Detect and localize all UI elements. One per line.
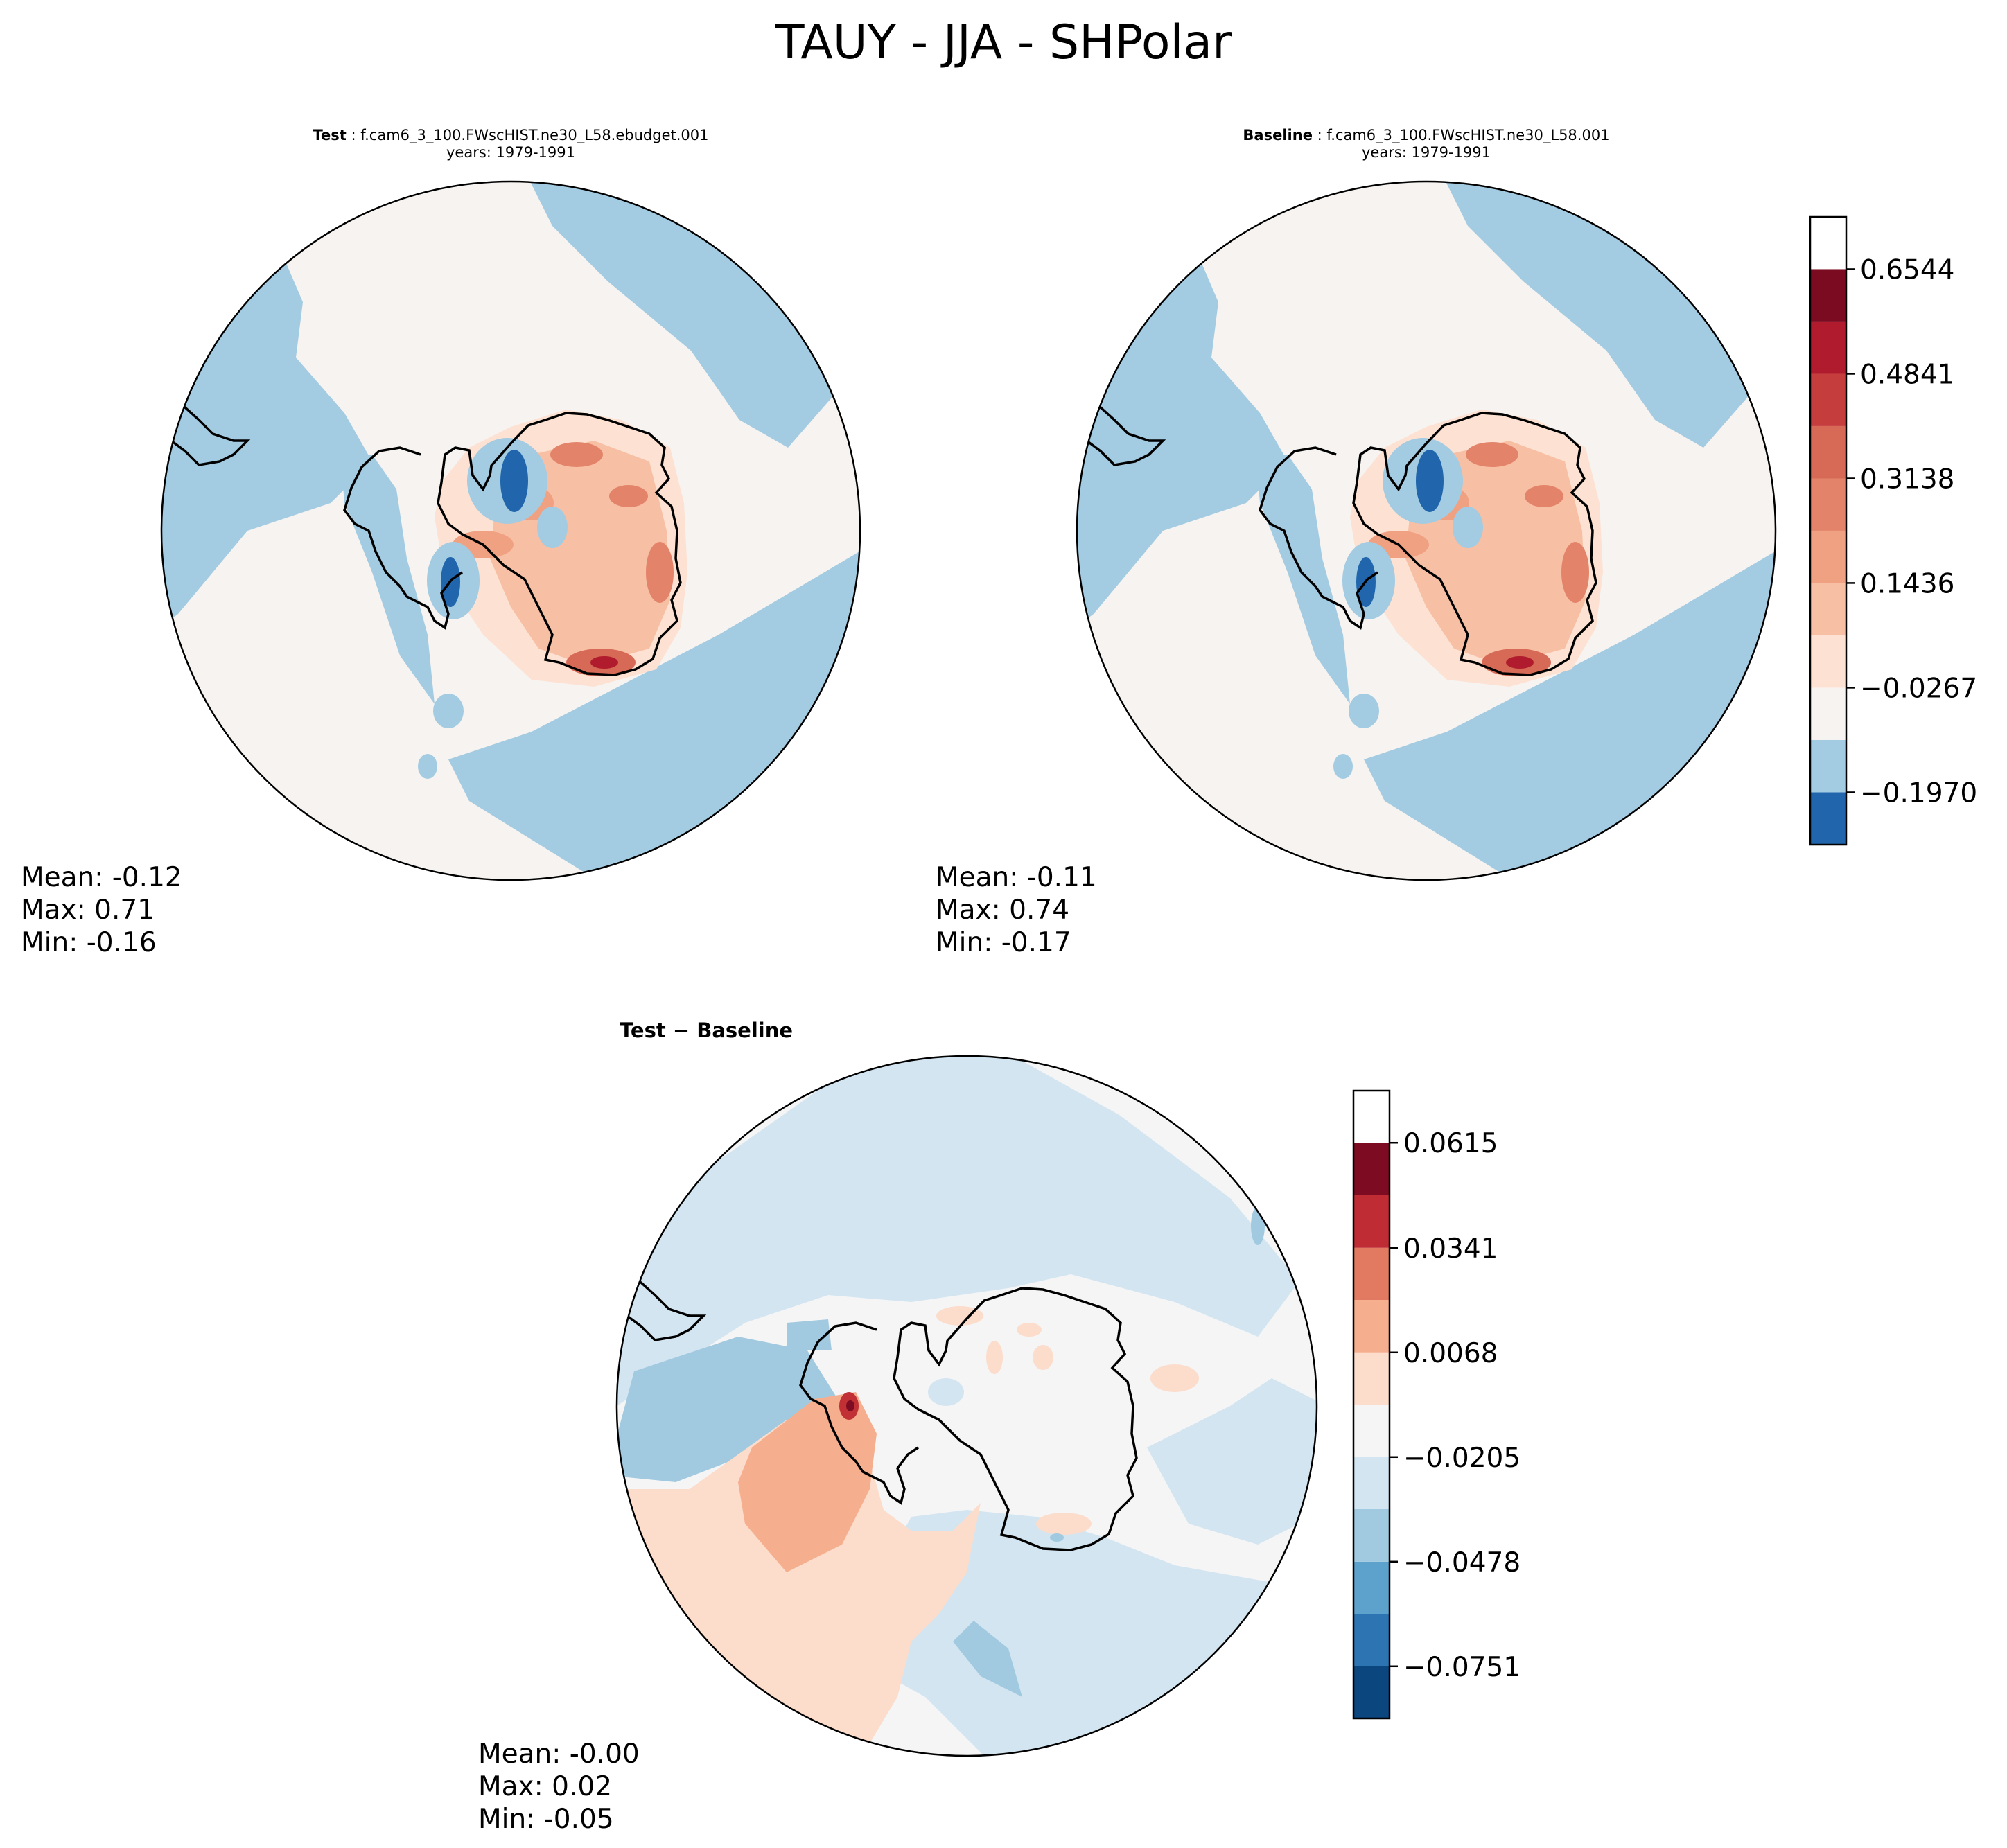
colorbar-main-tick-label: 0.4841 bbox=[1860, 359, 1954, 390]
baseline-mean: Mean: -0.11 bbox=[936, 862, 1097, 893]
colorbar-diff-swatch bbox=[1353, 1561, 1390, 1614]
colorbar-main-swatch bbox=[1810, 583, 1846, 635]
colorbar-main-swatch bbox=[1810, 530, 1846, 583]
colorbar-diff-swatch bbox=[1353, 1405, 1390, 1457]
colorbar-main-swatch bbox=[1810, 739, 1846, 793]
figure-title: TAUY - JJA - SHPolar bbox=[775, 15, 1232, 70]
colorbar-diff: −0.0751 −0.0478 −0.0205 0.0068 0.0341 0.0615 bbox=[1352, 1089, 1520, 1720]
colorbar-main-swatch bbox=[1810, 321, 1846, 374]
colorbar-diff-swatch bbox=[1353, 1614, 1390, 1666]
baseline-map-boundary bbox=[1076, 180, 1777, 881]
colorbar-main-swatch bbox=[1810, 478, 1846, 531]
diff-panel-title: Test − Baseline bbox=[620, 1019, 794, 1042]
test-max: Max: 0.71 bbox=[21, 895, 155, 926]
diff-max: Max: 0.02 bbox=[478, 1771, 613, 1802]
colorbar-diff-swatch bbox=[1353, 1666, 1390, 1718]
colorbar-diff-frame bbox=[1352, 1089, 1391, 1720]
test-min: Min: -0.16 bbox=[21, 927, 157, 958]
colorbar-diff-tick-label: 0.0615 bbox=[1403, 1128, 1498, 1159]
test-label: Test bbox=[313, 127, 347, 143]
colorbar-diff-swatch bbox=[1353, 1352, 1390, 1405]
test-map-boundary bbox=[160, 180, 861, 881]
colorbar-diff-tick-label: 0.0068 bbox=[1403, 1338, 1498, 1369]
baseline-case: f.cam6_3_100.FWscHIST.ne30_L58.001 bbox=[1326, 127, 1610, 143]
colorbar-main-swatch bbox=[1810, 425, 1846, 479]
test-stats: Mean: -0.12 Max: 0.71 Min: -0.16 bbox=[21, 861, 182, 959]
colorbar-main: −0.1970 −0.0267 0.1436 0.3138 0.4841 0.6544 bbox=[1809, 215, 1977, 846]
colorbar-diff-tick-label: −0.0205 bbox=[1403, 1443, 1520, 1474]
diff-mean: Mean: -0.00 bbox=[478, 1739, 640, 1770]
colorbar-diff-swatch bbox=[1353, 1300, 1390, 1353]
test-panel-title: Test : f.cam6_3_100.FWscHIST.ne30_L58.eb… bbox=[313, 127, 709, 161]
baseline-years: years: 1979-1991 bbox=[1361, 144, 1491, 161]
colorbar-main-tick-label: −0.1970 bbox=[1860, 777, 1977, 809]
diff-stats: Mean: -0.00 Max: 0.02 Min: -0.05 bbox=[478, 1738, 640, 1836]
colorbar-main-tick-label: −0.0267 bbox=[1860, 673, 1977, 704]
colorbar-diff-tick-label: 0.0341 bbox=[1403, 1233, 1498, 1265]
test-map bbox=[161, 182, 860, 880]
colorbar-diff-swatch bbox=[1353, 1457, 1390, 1509]
colorbar-diff-tick-label: −0.0478 bbox=[1403, 1547, 1520, 1578]
test-years: years: 1979-1991 bbox=[446, 144, 575, 161]
baseline-stats: Mean: -0.11 Max: 0.74 Min: -0.17 bbox=[936, 861, 1097, 959]
diff-map bbox=[617, 1056, 1317, 1756]
colorbar-main-tick-label: 0.1436 bbox=[1860, 568, 1954, 599]
colorbar-main-frame bbox=[1809, 215, 1848, 846]
colorbar-diff-swatch bbox=[1353, 1247, 1390, 1300]
diff-min: Min: -0.05 bbox=[478, 1804, 614, 1835]
baseline-label: Baseline bbox=[1243, 127, 1313, 143]
colorbar-main-tick-label: 0.3138 bbox=[1860, 464, 1954, 495]
test-mean: Mean: -0.12 bbox=[21, 862, 182, 893]
colorbar-diff-tick-label: −0.0751 bbox=[1403, 1652, 1520, 1683]
colorbar-main-tick-label: 0.6544 bbox=[1860, 254, 1954, 285]
baseline-max: Max: 0.74 bbox=[936, 895, 1070, 926]
colorbar-main-swatch bbox=[1810, 635, 1846, 688]
baseline-panel-title: Baseline : f.cam6_3_100.FWscHIST.ne30_L5… bbox=[1243, 127, 1610, 161]
colorbar-diff-swatch bbox=[1353, 1509, 1390, 1562]
colorbar-main-swatch bbox=[1810, 373, 1846, 426]
diff-map-boundary bbox=[615, 1055, 1318, 1757]
baseline-min: Min: -0.17 bbox=[936, 927, 1071, 958]
colorbar-main-swatch bbox=[1810, 269, 1846, 322]
colorbar-diff-swatch bbox=[1353, 1143, 1390, 1195]
colorbar-diff-swatch bbox=[1353, 1195, 1390, 1248]
colorbar-main-swatch bbox=[1810, 792, 1846, 845]
colorbar-main-swatch bbox=[1810, 687, 1846, 740]
baseline-map bbox=[1077, 182, 1776, 880]
test-case: f.cam6_3_100.FWscHIST.ne30_L58.ebudget.0… bbox=[360, 127, 709, 143]
